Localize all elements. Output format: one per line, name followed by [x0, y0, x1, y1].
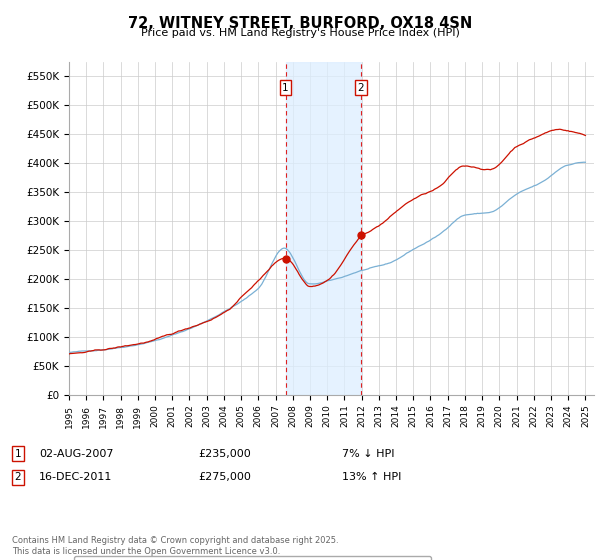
- Text: 7% ↓ HPI: 7% ↓ HPI: [342, 449, 395, 459]
- Bar: [286, 62, 361, 395]
- Text: £275,000: £275,000: [198, 472, 251, 482]
- Text: £235,000: £235,000: [198, 449, 251, 459]
- Text: 2: 2: [14, 472, 22, 482]
- Text: 1: 1: [282, 83, 289, 92]
- Text: 1: 1: [14, 449, 22, 459]
- Text: 2: 2: [358, 83, 364, 92]
- Legend: 72, WITNEY STREET, BURFORD, OX18 4SN (semi-detached house), HPI: Average price, : 72, WITNEY STREET, BURFORD, OX18 4SN (se…: [74, 556, 431, 560]
- Text: 02-AUG-2007: 02-AUG-2007: [39, 449, 113, 459]
- Text: 72, WITNEY STREET, BURFORD, OX18 4SN: 72, WITNEY STREET, BURFORD, OX18 4SN: [128, 16, 472, 31]
- Text: Contains HM Land Registry data © Crown copyright and database right 2025.
This d: Contains HM Land Registry data © Crown c…: [12, 536, 338, 556]
- Text: 13% ↑ HPI: 13% ↑ HPI: [342, 472, 401, 482]
- Text: 16-DEC-2011: 16-DEC-2011: [39, 472, 112, 482]
- Text: Price paid vs. HM Land Registry's House Price Index (HPI): Price paid vs. HM Land Registry's House …: [140, 28, 460, 38]
